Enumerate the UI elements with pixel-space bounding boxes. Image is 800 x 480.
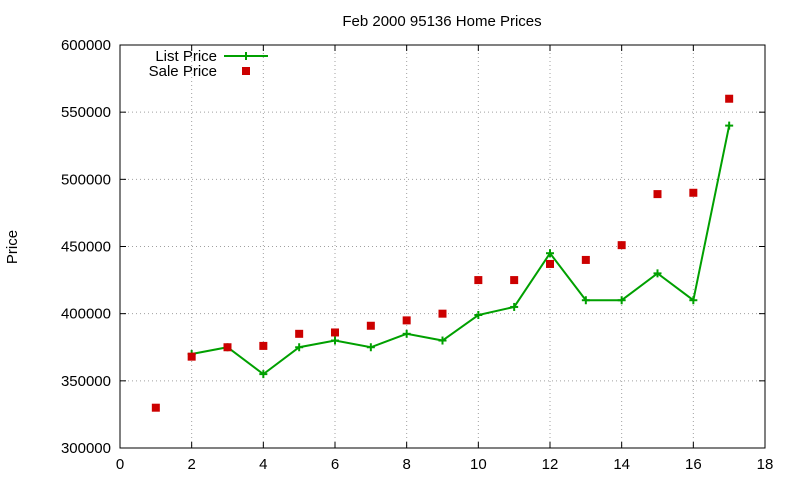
y-tick-label: 550000 bbox=[61, 104, 111, 121]
list-price-point bbox=[581, 296, 590, 305]
y-tick-label: 600000 bbox=[61, 37, 111, 54]
legend-label-list-price: List Price bbox=[155, 48, 217, 65]
sale-price-point bbox=[151, 403, 160, 412]
list-price-point bbox=[546, 249, 554, 258]
grid-layer bbox=[120, 45, 765, 448]
sale-price-point bbox=[581, 255, 590, 264]
y-tick-label: 450000 bbox=[61, 239, 111, 256]
x-tick-label: 16 bbox=[685, 456, 702, 473]
axes-layer: 300000 350000 400000 450000 500000 550000 6000… bbox=[61, 37, 773, 473]
sale-price-point bbox=[223, 343, 232, 352]
series-layer bbox=[151, 94, 734, 412]
list-price-point bbox=[259, 370, 268, 379]
list-price-point bbox=[617, 296, 626, 305]
list-price-point bbox=[725, 121, 734, 130]
y-tick-label: 400000 bbox=[61, 306, 111, 323]
sale-price-point bbox=[653, 190, 662, 199]
y-tick-label: 300000 bbox=[61, 440, 111, 457]
list-price-point bbox=[295, 343, 304, 352]
x-tick-label: 12 bbox=[542, 456, 559, 473]
sale-price-point bbox=[510, 276, 519, 285]
y-tick-label: 500000 bbox=[61, 171, 111, 188]
sale-price-point bbox=[725, 94, 734, 103]
sale-price-point bbox=[187, 352, 196, 361]
list-price-line bbox=[191, 125, 731, 376]
x-tick-label: 2 bbox=[187, 456, 195, 473]
y-tick-label: 350000 bbox=[61, 373, 111, 390]
sale-price-point bbox=[402, 316, 411, 325]
legend-label-sale-price: Sale Price bbox=[149, 63, 217, 80]
list-price-point bbox=[689, 296, 698, 305]
sale-price-point bbox=[689, 188, 698, 197]
sale-price-point bbox=[438, 309, 447, 318]
sale-price-point bbox=[546, 259, 554, 268]
x-tick-label: 18 bbox=[757, 456, 774, 473]
list-price-point bbox=[653, 269, 662, 278]
legend-marker-sale-price bbox=[242, 67, 250, 75]
list-price-point bbox=[510, 302, 519, 311]
list-price-point bbox=[438, 336, 447, 345]
legend-plus-list-price bbox=[242, 52, 250, 60]
list-price-point bbox=[366, 343, 375, 352]
x-tick-label: 10 bbox=[470, 456, 487, 473]
sale-price-point bbox=[617, 241, 626, 250]
sale-price-point bbox=[366, 321, 375, 330]
legend-marker-list-price bbox=[242, 52, 250, 60]
list-price-point bbox=[474, 311, 483, 320]
sale-price-point bbox=[259, 341, 268, 350]
legend: List Price Sale Price bbox=[149, 48, 268, 80]
x-tick-label: 14 bbox=[613, 456, 630, 473]
x-tick-label: 6 bbox=[331, 456, 339, 473]
list-price-point bbox=[331, 336, 339, 345]
x-tick-label: 8 bbox=[402, 456, 410, 473]
sale-price-point bbox=[295, 329, 304, 338]
sale-price-point bbox=[331, 328, 339, 337]
x-tick-label: 0 bbox=[116, 456, 124, 473]
sale-price-point bbox=[474, 276, 483, 285]
x-tick-label: 4 bbox=[259, 456, 267, 473]
y-axis-label: Price bbox=[4, 230, 21, 264]
list-price-point bbox=[402, 329, 411, 338]
chart-title: Feb 2000 95136 Home Prices bbox=[342, 13, 541, 30]
